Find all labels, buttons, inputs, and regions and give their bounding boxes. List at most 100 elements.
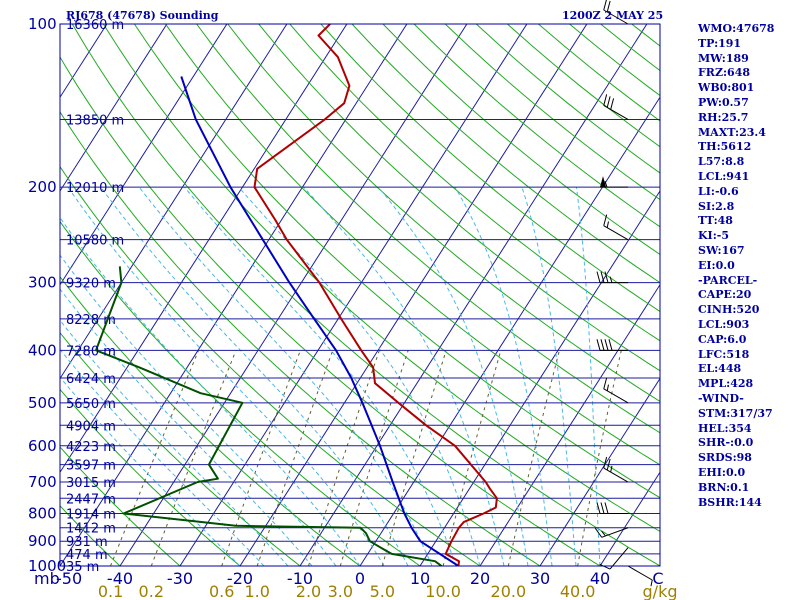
index-entry: LFC:518 [698, 347, 750, 361]
height-label: 1412 m [66, 522, 116, 537]
height-label: 10580 m [66, 234, 124, 249]
isotherm-line [60, 24, 348, 474]
index-entry: CAP:6.0 [698, 332, 747, 346]
moist-adiabat-line [60, 319, 289, 566]
height-label: 13850 m [66, 113, 124, 128]
wind-barb [603, 377, 629, 404]
index-entry: BSHR:144 [698, 495, 762, 509]
moist-adiabat-line [184, 186, 457, 566]
valid-time: 1200Z 2 MAY 25 [562, 9, 663, 22]
height-label: 4904 m [66, 419, 116, 434]
height-label: 3015 m [66, 476, 116, 491]
pressure-tick-label: 200 [28, 178, 57, 196]
dry-adiabat-line [60, 56, 601, 566]
index-entry: STM:317/37 [698, 406, 773, 420]
isotherm-line [299, 24, 648, 566]
index-entry: FRZ:648 [698, 66, 751, 80]
index-entry: SRDS:98 [698, 451, 752, 465]
temperature-tick-label: 10 [410, 569, 430, 588]
temperature-tick-label: -30 [167, 569, 193, 588]
parcel-trace-line [180, 76, 459, 566]
pressure-tick-label: 800 [28, 504, 57, 522]
index-entry: MAXT:23.4 [698, 125, 766, 139]
temperature-tick-label: -20 [227, 569, 253, 588]
pressure-tick-label: 300 [28, 274, 57, 292]
wind-barb [596, 271, 628, 284]
wind-barb [596, 502, 628, 514]
isotherm-line [479, 283, 660, 566]
mixing-ratio-tick-label: 5.0 [370, 582, 395, 600]
height-label: 474 m [66, 548, 108, 563]
height-label: 35 m [66, 560, 99, 575]
index-entry: LCL:941 [698, 169, 750, 183]
isotherm-line [599, 471, 660, 566]
height-label: 931 m [66, 535, 108, 550]
pressure-tick-label: 100 [28, 15, 57, 33]
wind-barb [603, 214, 629, 241]
mixing-ratio-tick-label: 3.0 [328, 582, 353, 600]
temperature-tick-label: 40 [590, 569, 610, 588]
temperature-profile-line [253, 24, 498, 566]
index-entry: WMO:47678 [698, 22, 775, 35]
pressure-tick-label: 1000 [28, 557, 66, 575]
height-label: 9320 m [66, 277, 116, 292]
index-entry: CAPE:20 [698, 288, 752, 302]
wind-barb [627, 565, 653, 587]
isotherm-line [60, 24, 288, 380]
wind-barb [596, 339, 628, 351]
index-entry: TP:191 [698, 36, 742, 50]
index-entry: EI:0.0 [698, 258, 735, 272]
index-entry: -PARCEL- [698, 273, 758, 287]
isotherm-line [179, 24, 528, 566]
isotherm-line [60, 24, 168, 192]
isotherm-line [60, 24, 408, 566]
mixing-ratio-tick-label: 0.6 [209, 582, 234, 600]
isotherm-line [419, 190, 660, 566]
station-title: RJ678 (47678) Sounding [66, 9, 219, 22]
mixing-ratio-unit-label: g/kg [643, 582, 678, 600]
index-entry: SW:167 [698, 243, 745, 257]
index-entry: SI:2.8 [698, 199, 735, 213]
wind-barb [594, 527, 629, 538]
pressure-tick-label: 700 [28, 473, 57, 491]
height-label: 12010 m [66, 181, 124, 196]
index-entry: L57:8.8 [698, 155, 745, 169]
index-entry: LI:-0.6 [698, 184, 739, 198]
index-entry: -WIND- [698, 391, 744, 405]
moist-adiabat-line [60, 288, 313, 566]
mixing-ratio-line [110, 350, 200, 566]
isotherm-line [239, 24, 588, 566]
temperature-tick-label: C [652, 569, 663, 588]
index-entry: KI:-5 [698, 229, 729, 243]
index-entry: CINH:520 [698, 303, 760, 317]
plot-frame [59, 23, 661, 567]
index-entry: EHI:0.0 [698, 465, 746, 479]
index-entry: TT:48 [698, 214, 733, 228]
index-entry: SHR-:0.0 [698, 436, 754, 450]
index-entry: LCL:903 [698, 317, 750, 331]
mixing-ratio-tick-label: 1.0 [244, 582, 269, 600]
height-label: 1914 m [66, 507, 116, 522]
mixing-ratio-tick-label: 0.2 [139, 582, 164, 600]
index-entry: RH:25.7 [698, 110, 749, 124]
height-label: 16360 m [66, 18, 124, 33]
pressure-tick-label: 900 [28, 532, 57, 550]
height-label: 2447 m [66, 492, 116, 507]
height-label: 4223 m [66, 440, 116, 455]
index-entry: HEL:354 [698, 421, 752, 435]
index-entry: WB0:801 [698, 81, 755, 95]
isotherm-line [119, 24, 468, 566]
wind-barb [603, 94, 629, 120]
temperature-tick-label: -10 [287, 569, 313, 588]
mixing-ratio-line [150, 350, 237, 566]
pressure-tick-label: 600 [28, 437, 57, 455]
mixing-ratio-line [442, 350, 502, 566]
temperature-tick-label: -50 [56, 569, 82, 588]
index-entry: EL:448 [698, 362, 742, 376]
mixing-ratio-tick-label: 2.0 [296, 582, 321, 600]
isotherm-line [60, 24, 228, 286]
index-entry: BRN:0.1 [698, 480, 750, 494]
height-label: 6424 m [66, 372, 116, 387]
pressure-unit-label: mb [34, 569, 60, 588]
temperature-tick-label: 30 [530, 569, 550, 588]
